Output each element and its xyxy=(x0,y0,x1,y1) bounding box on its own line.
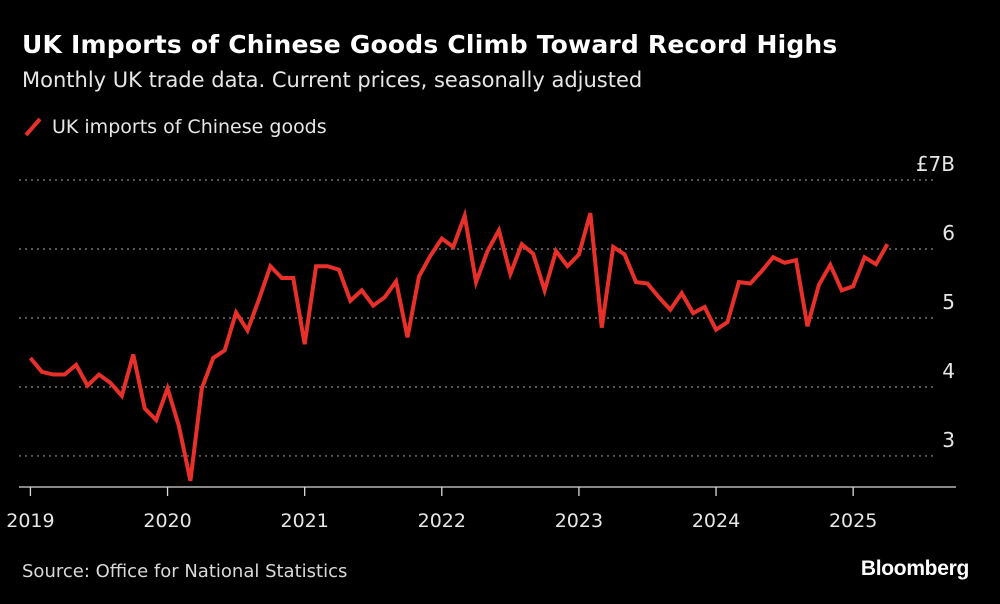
y-tick-label: 4 xyxy=(942,359,955,383)
bloomberg-logo: Bloomberg xyxy=(860,557,969,580)
x-tick-label: 2025 xyxy=(829,510,877,532)
x-tick-label: 2019 xyxy=(6,510,54,532)
x-tick-label: 2021 xyxy=(280,510,328,532)
source-note: Source: Office for National Statistics xyxy=(22,561,348,582)
series-line xyxy=(28,208,890,482)
y-tick-label: 6 xyxy=(942,221,955,245)
legend-swatch-icon xyxy=(24,117,42,137)
y-tick-label: £7B xyxy=(916,152,955,176)
chart-subtitle: Monthly UK trade data. Current prices, s… xyxy=(22,68,643,92)
x-tick-label: 2024 xyxy=(692,510,740,532)
x-tick-label: 2023 xyxy=(555,510,603,532)
legend: UK imports of Chinese goods xyxy=(22,114,327,140)
y-tick-label: 3 xyxy=(942,428,955,452)
chart-title: UK Imports of Chinese Goods Climb Toward… xyxy=(22,30,838,59)
legend-label: UK imports of Chinese goods xyxy=(52,116,327,138)
x-tick-label: 2020 xyxy=(143,510,191,532)
x-tick-label: 2022 xyxy=(418,510,466,532)
y-tick-label: 5 xyxy=(942,290,955,314)
